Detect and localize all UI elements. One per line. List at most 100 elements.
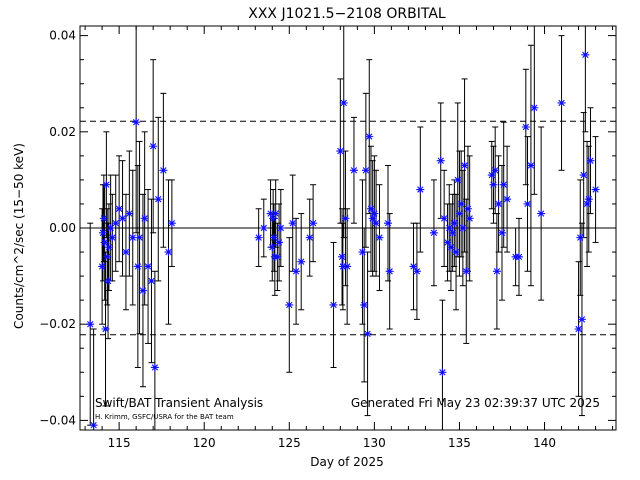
data-point xyxy=(487,171,496,180)
data-point xyxy=(358,248,367,257)
data-point xyxy=(269,214,278,223)
data-point xyxy=(99,214,108,223)
data-point xyxy=(494,199,503,208)
data-point xyxy=(368,214,377,223)
plot-area: 115 120 125 130 135 140 −0.04 −0.02 0.00 0.02 0.04 xyxy=(39,25,617,450)
data-point xyxy=(339,98,348,107)
data-point xyxy=(108,233,117,242)
data-point xyxy=(154,195,163,204)
footer-credit-text: H. Krimm, GSFC/USRA for the BAT team xyxy=(95,413,234,421)
data-point xyxy=(438,368,447,377)
footer-right-text: Generated Fri May 23 02:39:37 UTC 2025 xyxy=(351,396,600,410)
data-point xyxy=(530,103,539,112)
data-point xyxy=(138,286,147,295)
data-point xyxy=(453,175,462,184)
x-tick-label: 115 xyxy=(108,436,131,450)
data-point xyxy=(128,233,137,242)
data-point xyxy=(370,209,379,218)
data-point xyxy=(584,195,593,204)
data-point xyxy=(276,224,285,232)
data-point xyxy=(149,142,158,151)
data-point xyxy=(429,228,438,237)
data-point xyxy=(457,199,466,208)
data-point xyxy=(268,243,277,252)
data-point xyxy=(463,204,472,213)
x-axis-label: Day of 2025 xyxy=(310,455,383,469)
data-point xyxy=(297,257,306,266)
data-point xyxy=(491,166,500,175)
data-point xyxy=(288,219,297,228)
data-point xyxy=(383,219,392,228)
y-tick-label: 0.04 xyxy=(49,29,76,43)
data-point xyxy=(445,224,454,232)
data-point xyxy=(98,262,107,271)
data-point xyxy=(140,214,149,223)
data-point xyxy=(125,209,134,218)
data-point xyxy=(101,325,110,333)
data-point xyxy=(106,224,115,232)
data-point xyxy=(458,224,467,232)
data-point xyxy=(515,252,524,261)
data-point xyxy=(273,252,282,261)
data-point xyxy=(409,262,418,271)
y-tick-label: −0.04 xyxy=(39,413,76,427)
data-point xyxy=(147,276,156,285)
data-point xyxy=(329,300,338,309)
y-tick-label: 0.00 xyxy=(49,221,76,235)
data-point xyxy=(254,233,263,242)
data-point xyxy=(412,267,421,276)
data-point xyxy=(503,195,512,204)
data-point xyxy=(338,252,347,261)
data-point xyxy=(266,209,275,218)
data-point xyxy=(341,214,350,223)
data-point xyxy=(103,252,112,261)
data-point xyxy=(577,315,586,324)
x-tick-label: 130 xyxy=(363,436,386,450)
data-point xyxy=(436,156,445,165)
x-tick-label: 125 xyxy=(278,436,301,450)
data-point xyxy=(271,209,280,218)
data-point xyxy=(385,267,394,276)
data-point xyxy=(98,228,107,237)
data-point xyxy=(440,214,449,223)
data-point xyxy=(416,185,425,194)
data-point xyxy=(269,233,278,242)
data-point xyxy=(460,161,469,170)
x-tick-label: 140 xyxy=(533,436,556,450)
data-point xyxy=(591,185,600,194)
data-point xyxy=(372,219,381,228)
data-point xyxy=(365,132,374,141)
data-point xyxy=(115,204,124,213)
data-point xyxy=(375,233,384,242)
data-point xyxy=(450,219,459,228)
data-point xyxy=(104,276,113,285)
data-point xyxy=(537,209,546,218)
y-tick-label: 0.02 xyxy=(49,125,76,139)
footer-left-text: Swift/BAT Transient Analysis xyxy=(95,396,263,410)
y-tick-label: −0.02 xyxy=(39,317,76,331)
data-point xyxy=(576,233,585,242)
data-point xyxy=(164,248,173,257)
data-point xyxy=(579,171,588,180)
data-point xyxy=(489,180,498,189)
data-point xyxy=(259,224,268,232)
data-point xyxy=(499,180,508,189)
data-point xyxy=(102,180,111,189)
data-point xyxy=(100,238,109,247)
data-point xyxy=(446,243,455,252)
data-point xyxy=(586,156,595,165)
data-point xyxy=(557,98,566,107)
data-point xyxy=(86,320,95,329)
data-point xyxy=(118,214,127,223)
data-point xyxy=(465,214,474,223)
data-point xyxy=(292,267,301,276)
data-point xyxy=(462,267,471,276)
data-point xyxy=(492,267,501,276)
data-point xyxy=(89,421,98,430)
data-point xyxy=(336,147,345,156)
data-point xyxy=(349,166,358,175)
data-point xyxy=(455,209,464,218)
data-point xyxy=(144,262,153,271)
data-point xyxy=(448,228,457,237)
